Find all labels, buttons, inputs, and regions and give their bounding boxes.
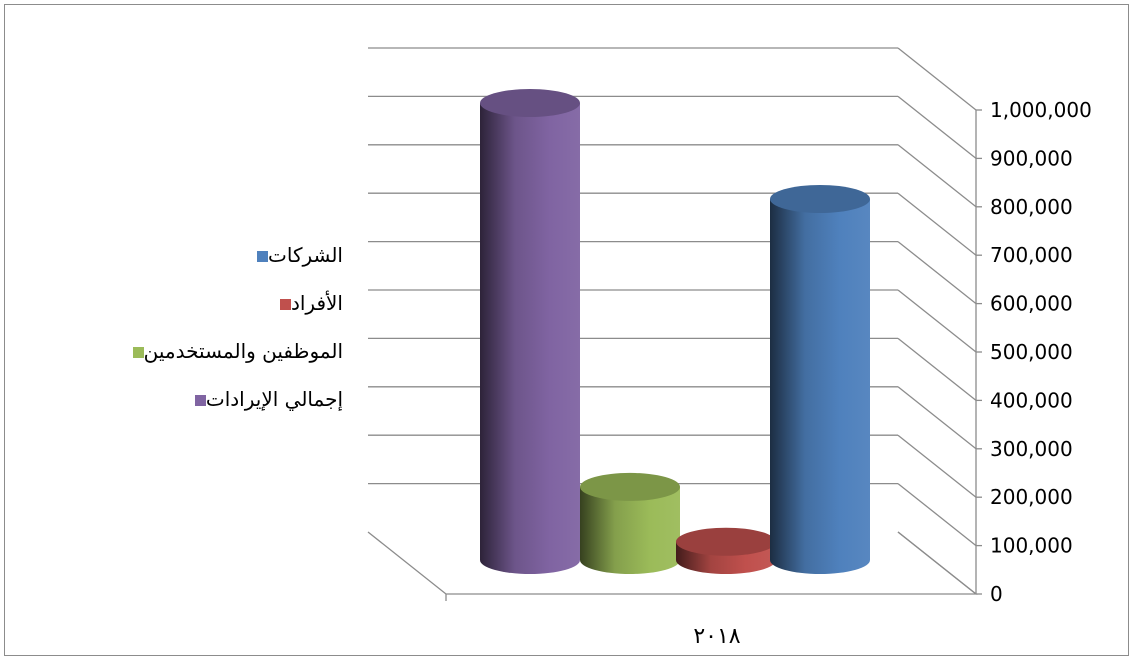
legend-label: الشركات (268, 243, 343, 267)
x-tick-label: ٢٠١٨ (693, 624, 740, 649)
gridline-side (897, 95, 977, 159)
y-tick-label: 500,000 (990, 340, 1073, 364)
gridline-side (897, 386, 977, 450)
gridline-side (897, 144, 977, 208)
legend-item: الشركات (23, 240, 343, 288)
legend-swatch (132, 347, 144, 358)
gridline-side (897, 192, 977, 256)
bar-0 (480, 89, 580, 574)
y-tick-label: 0 (990, 582, 1003, 606)
legend-swatch (279, 299, 291, 310)
legend-label: الأفراد (290, 291, 343, 315)
legend-label: الموظفين والمستخدمين (143, 339, 343, 363)
y-tick-label: 600,000 (990, 292, 1073, 316)
gridline-side (897, 337, 977, 401)
floor-outline (367, 531, 978, 595)
gridline-side (897, 483, 977, 547)
gridline-side (897, 241, 977, 305)
gridline-side (897, 47, 977, 111)
y-tick-label: 800,000 (990, 195, 1073, 219)
y-tick-label: 400,000 (990, 388, 1073, 412)
legend-item: إجمالي الإيرادات (23, 384, 343, 432)
y-tick-label: 300,000 (990, 437, 1073, 461)
gridline-side (897, 289, 977, 353)
y-tick-label: 1,000,000 (990, 98, 1092, 122)
legend-swatch (257, 251, 269, 262)
bar-2 (676, 527, 776, 574)
gridline-side (897, 434, 977, 498)
y-tick-label: 100,000 (990, 534, 1073, 558)
chart-legend: الشركات الأفراد الموظفين والمستخدمين إجمالي… (23, 240, 343, 432)
bar-3 (770, 184, 870, 574)
bar-1 (580, 472, 680, 574)
legend-label: إجمالي الإيرادات (205, 387, 343, 411)
y-tick-label: 900,000 (990, 146, 1073, 170)
legend-swatch (194, 395, 206, 406)
y-tick-label: 700,000 (990, 243, 1073, 267)
legend-item: الأفراد (23, 288, 343, 336)
legend-item: الموظفين والمستخدمين (23, 336, 343, 384)
y-tick-label: 200,000 (990, 485, 1073, 509)
